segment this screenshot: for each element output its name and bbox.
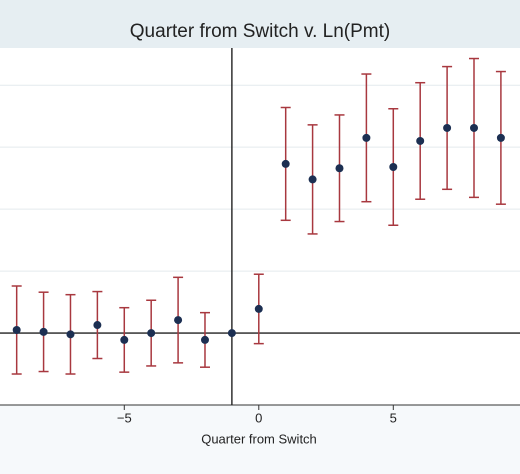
point [416, 136, 425, 145]
point [362, 133, 371, 142]
point [93, 321, 102, 330]
title-band [0, 0, 520, 48]
point [469, 123, 478, 132]
point [335, 164, 344, 173]
x-tick-label: −5 [117, 410, 132, 425]
point [389, 163, 398, 171]
x-axis-label: Quarter from Switch [201, 431, 317, 446]
point [120, 335, 129, 344]
chart-title: Quarter from Switch v. Ln(Pmt) [130, 21, 390, 42]
point [12, 326, 21, 335]
point [66, 330, 75, 339]
point [147, 329, 156, 338]
point [200, 335, 209, 344]
point [308, 175, 317, 184]
point [281, 159, 290, 168]
x-tick-label: 5 [390, 410, 397, 425]
point [443, 123, 452, 132]
point [254, 304, 263, 313]
plot-area [0, 48, 520, 405]
point [227, 329, 236, 338]
point [174, 316, 183, 325]
point [496, 133, 505, 142]
x-tick-label: 0 [255, 410, 262, 425]
point [39, 327, 48, 336]
